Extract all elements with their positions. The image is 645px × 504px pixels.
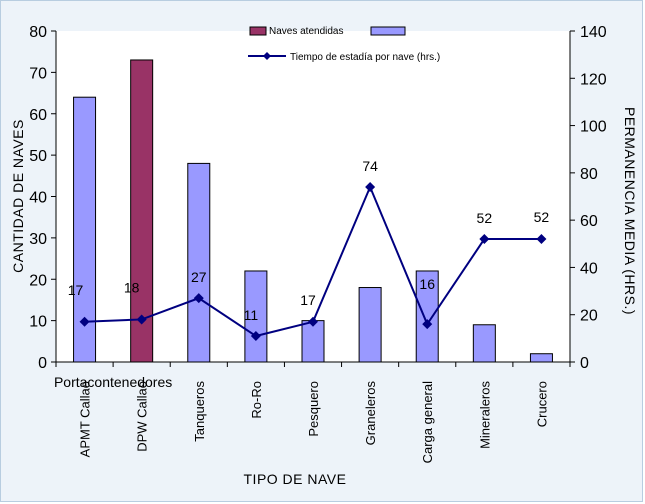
y-right-tick-label: 20 xyxy=(580,308,598,325)
line-data-label: 52 xyxy=(477,210,493,226)
y-left-tick-label: 30 xyxy=(29,231,47,248)
y-axis-left-title: CANTIDAD DE NAVES xyxy=(10,119,26,273)
legend-bar-label: Naves atendidas xyxy=(269,26,344,37)
y-left-tick-label: 10 xyxy=(29,314,47,331)
x-tick-label: Tanqueros xyxy=(192,381,207,442)
y-right-tick-label: 80 xyxy=(580,166,598,183)
line-point xyxy=(365,182,376,193)
line-point xyxy=(250,330,261,341)
y-right-tick-label: 0 xyxy=(580,355,589,372)
x-tick-label: DPW Callao xyxy=(135,381,150,452)
line-point xyxy=(536,234,547,245)
line-data-label: 17 xyxy=(300,292,316,308)
x-axis-title: TIPO DE NAVE xyxy=(244,471,347,487)
bar-crucero xyxy=(529,353,553,363)
y-left-tick-label: 60 xyxy=(29,107,47,124)
y-left-tick-label: 20 xyxy=(29,272,47,289)
legend-line-label: Tiempo de estadía por nave (hrs.) xyxy=(290,52,440,63)
line-data-label: 11 xyxy=(244,307,259,323)
line-point xyxy=(422,319,433,330)
line-point xyxy=(193,293,204,304)
x-tick-label: Mineraleros xyxy=(477,381,492,449)
axes-layer: 0 10 20 30 40 50 60 70 80 0 20 40 60 80 100 120 140 APMT … xyxy=(29,24,607,463)
y-left-tick-label: 0 xyxy=(38,355,47,372)
y-right-tick-label: 120 xyxy=(580,71,607,88)
line-point xyxy=(79,316,90,327)
y-left-tick-label: 50 xyxy=(29,148,47,165)
x-tick-label: Graneleros xyxy=(363,381,378,446)
bar-mineraleros xyxy=(472,324,496,363)
y-right-tick-label: 60 xyxy=(580,213,598,230)
x-tick-label: Pesquero xyxy=(306,381,321,437)
bar-pesquero xyxy=(301,320,325,363)
x-tick-label: Crucero xyxy=(534,381,549,427)
legend-line-marker xyxy=(263,52,271,60)
x-tick-label: APMT Callao xyxy=(78,381,93,457)
line-data-label: 17 xyxy=(68,282,84,298)
line-point xyxy=(308,316,318,327)
line-data-label: 74 xyxy=(362,158,378,174)
y-right-tick-label: 140 xyxy=(580,24,607,41)
line-layer xyxy=(79,182,547,341)
line-point xyxy=(479,234,490,245)
legend-swatch-default xyxy=(370,26,406,36)
x-tick-label: Ro-Ro xyxy=(249,381,264,419)
bar-graneleros xyxy=(358,287,382,363)
y-left-tick-label: 70 xyxy=(29,65,47,82)
y-right-tick-label: 40 xyxy=(580,260,598,277)
line-data-label: 27 xyxy=(191,269,207,285)
y-right-tick-label: 100 xyxy=(580,119,607,136)
legend: Naves atendidas Tiempo de estadía por na… xyxy=(248,26,440,63)
y-axis-right-title: PERMANENCIA MEDIA (HRS.) xyxy=(622,107,638,315)
y-left-tick-label: 40 xyxy=(29,190,47,207)
y-left-tick-label: 80 xyxy=(29,24,47,41)
category-group-label: Portacontenedores xyxy=(54,374,172,390)
line-point xyxy=(136,314,147,325)
x-tick-label: Carga general xyxy=(420,381,435,463)
line-data-label: 16 xyxy=(419,276,435,292)
bar-tanqueros xyxy=(187,162,211,363)
labels-layer: 17 18 27 11 17 74 16 52 52 xyxy=(68,158,550,323)
bars-layer xyxy=(73,59,553,363)
line-data-label: 52 xyxy=(534,209,550,225)
line-data-label: 18 xyxy=(124,279,140,295)
legend-swatch-highlight xyxy=(249,26,267,36)
